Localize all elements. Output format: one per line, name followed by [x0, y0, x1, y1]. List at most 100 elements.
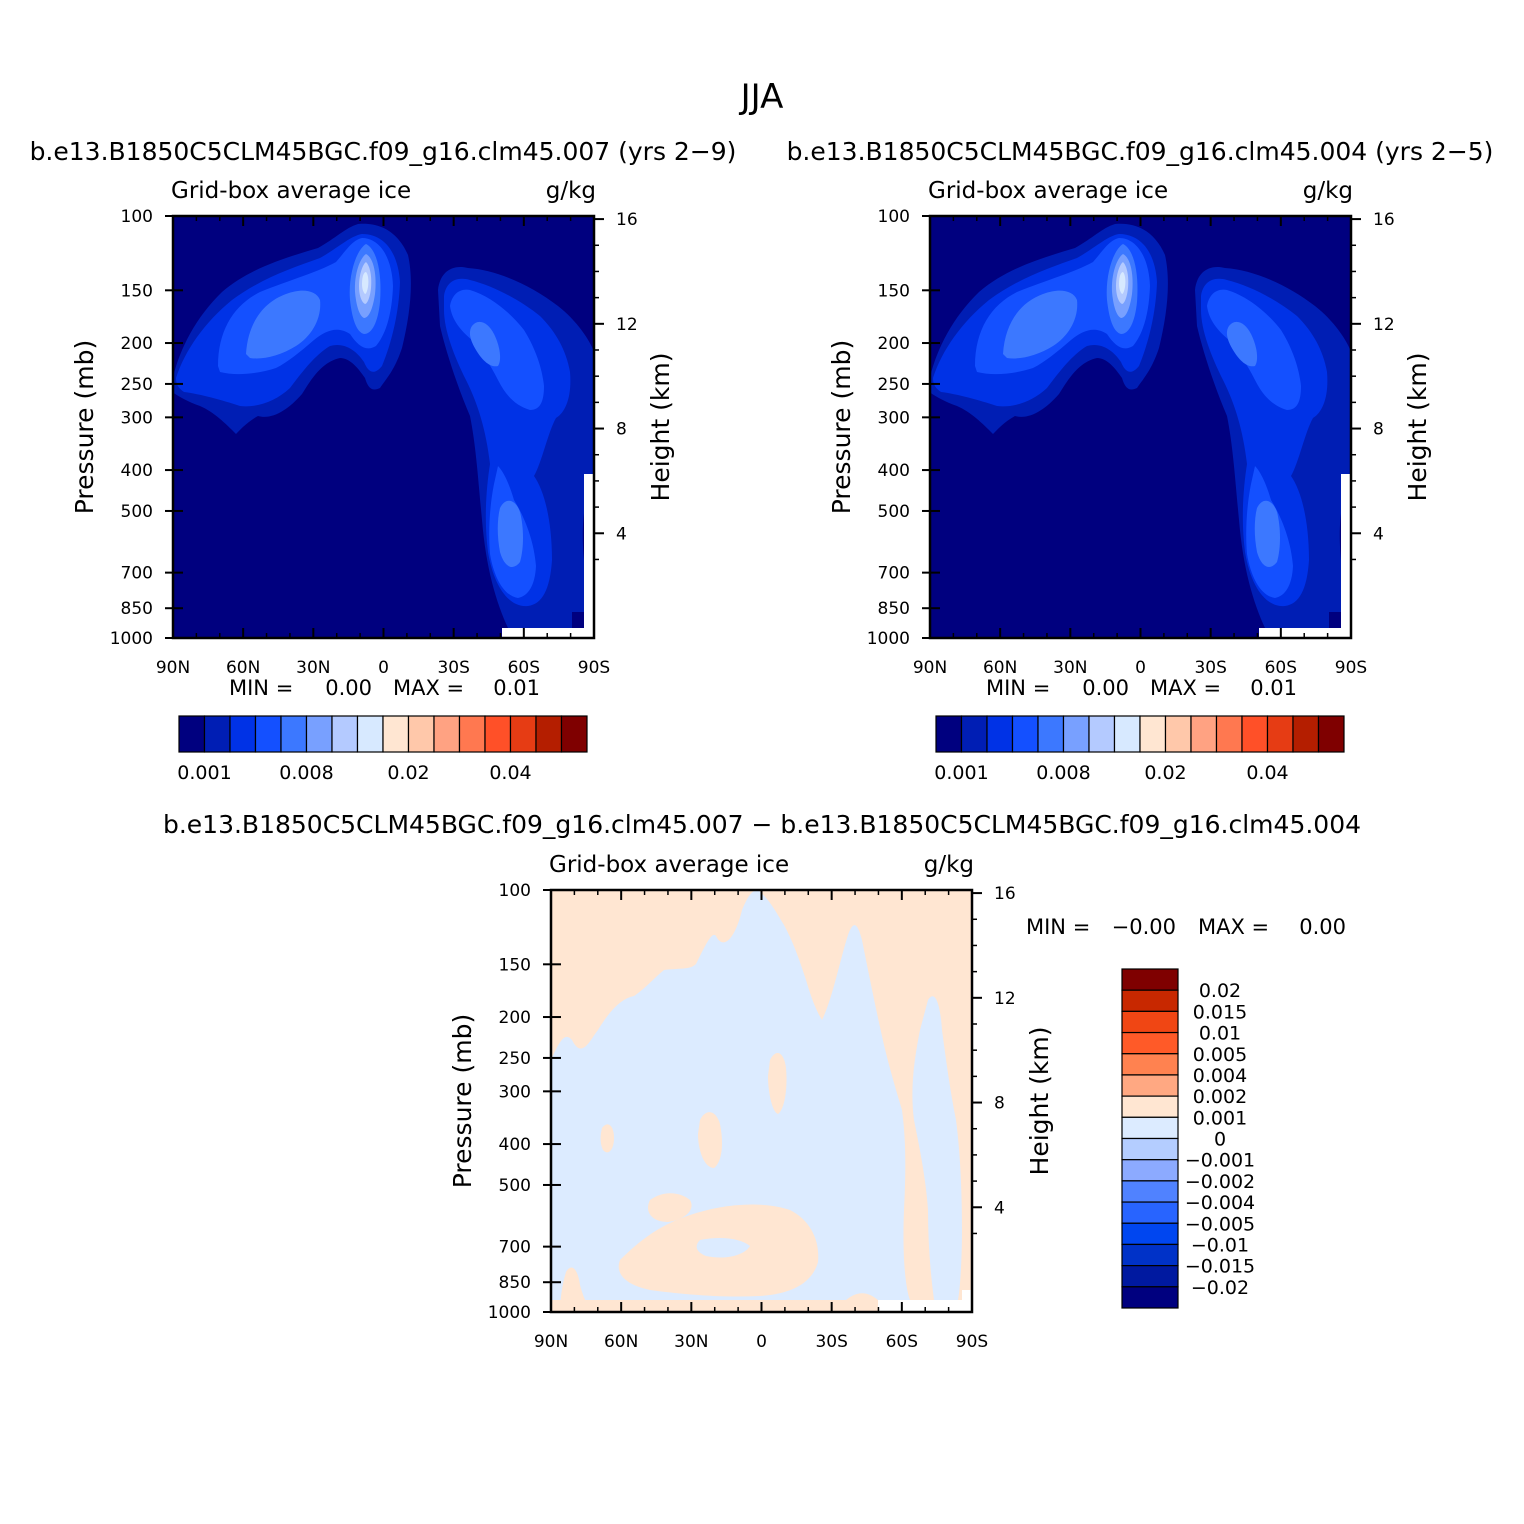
- colorbar-swatch: [1121, 1010, 1179, 1034]
- colorbar-swatch: [1121, 1137, 1179, 1161]
- y-tick-label: 1000: [488, 1303, 531, 1323]
- colorbar-swatch: [1317, 715, 1345, 753]
- units-label: g/kg: [924, 852, 974, 878]
- height-tick-label: 12: [994, 989, 1016, 1009]
- colorbar-label: 0.001: [1193, 1107, 1247, 1129]
- colorbar-swatch: [1062, 715, 1090, 753]
- topography-mask: [1259, 628, 1351, 638]
- colorbar-label: 0.04: [489, 762, 531, 784]
- contour-field: [551, 890, 972, 1312]
- variable-label: Grid-box average ice: [928, 178, 1168, 204]
- x-tick-label: 60N: [226, 658, 260, 678]
- height-tick-label: 16: [1373, 210, 1395, 230]
- colorbar-swatch: [382, 715, 410, 753]
- colorbar-swatch: [960, 715, 988, 753]
- y-tick-label: 400: [499, 1135, 531, 1155]
- x-tick-label: 90N: [156, 658, 190, 678]
- colorbar-label: 0.015: [1193, 1001, 1247, 1023]
- x-tick-label: 90S: [956, 1332, 988, 1352]
- contour-positive-patch: [698, 1112, 722, 1168]
- y-tick-label: 250: [878, 375, 910, 395]
- colorbar-swatch: [1121, 1222, 1179, 1246]
- colorbar-swatch: [458, 715, 486, 753]
- x-tick-label: 30S: [1194, 658, 1226, 678]
- height-tick-label: 12: [1373, 315, 1395, 335]
- y-tick-label: 300: [121, 408, 153, 428]
- colorbar-swatch: [1121, 1031, 1179, 1055]
- colorbar-swatch: [1088, 715, 1116, 753]
- y-tick-label: 700: [499, 1238, 531, 1258]
- colorbar-label: 0.001: [177, 762, 231, 784]
- y-tick-label: 300: [499, 1082, 531, 1102]
- panel-subtitle: b.e13.B1850C5CLM45BGC.f09_g16.clm45.004 …: [787, 137, 1494, 166]
- max-value: 0.01: [493, 676, 540, 700]
- contour-tropical-core-l4: [362, 272, 369, 294]
- contour-positive-patch: [600, 1124, 614, 1153]
- x-tick-label: 90S: [578, 658, 610, 678]
- y-axis-label: Pressure (mb): [827, 340, 856, 514]
- y-tick-label: 850: [878, 599, 910, 619]
- min-value: −0.00: [1112, 915, 1176, 939]
- x-tick-label: 0: [1135, 658, 1146, 678]
- colorbar-swatch: [1139, 715, 1167, 753]
- contour-sh-lower-core: [497, 500, 523, 567]
- min-value: 0.00: [325, 676, 372, 700]
- contour-positive-patch: [648, 1193, 692, 1222]
- panel-difference: b.e13.B1850C5CLM45BGC.f09_g16.clm45.007 …: [163, 810, 1361, 1352]
- y-tick-label: 100: [121, 207, 153, 227]
- y-tick-label: 500: [499, 1176, 531, 1196]
- max-label: MAX =: [1150, 676, 1221, 700]
- colorbar-label: 0.008: [279, 762, 333, 784]
- y-axis-right-label: Height (km): [1025, 1027, 1054, 1176]
- colorbar-swatch: [1121, 1095, 1179, 1118]
- colorbar-swatch: [1164, 715, 1192, 753]
- contour-sh-upper-core: [1226, 321, 1258, 367]
- height-tick-label: 8: [994, 1094, 1005, 1114]
- y-axis-right-label: Height (km): [646, 353, 675, 502]
- contour-sh-upper-core: [469, 321, 501, 367]
- height-tick-label: 8: [1373, 420, 1384, 440]
- colorbar-swatch: [280, 715, 308, 753]
- contour-nh-midlat-core: [1003, 290, 1078, 359]
- y-tick-label: 1000: [110, 629, 153, 649]
- y-tick-label: 250: [121, 375, 153, 395]
- y-tick-label: 200: [121, 334, 153, 354]
- colorbar-swatch: [1121, 968, 1179, 991]
- y-tick-label: 500: [878, 502, 910, 522]
- max-label: MAX =: [393, 676, 464, 700]
- colorbar-swatch: [535, 715, 563, 753]
- colorbar-swatch: [1113, 715, 1141, 753]
- min-label: MIN =: [1026, 915, 1090, 939]
- y-axis-right-label: Height (km): [1403, 353, 1432, 502]
- axes: 90N 60N 30N 0 30S 60S 90S 100 150 200 250 300 400 500…: [110, 207, 638, 678]
- colorbar-swatch: [560, 715, 588, 753]
- contour-positive-patch: [560, 1267, 592, 1312]
- colorbar-swatch: [1266, 715, 1294, 753]
- colorbar-label: −0.01: [1191, 1234, 1249, 1256]
- contour-negative-patch: [696, 1238, 750, 1258]
- colorbar-label: 0.02: [1199, 980, 1241, 1002]
- height-tick-label: 16: [994, 884, 1016, 904]
- x-tick-label: 60S: [508, 658, 540, 678]
- y-tick-label: 150: [499, 955, 531, 975]
- y-tick-label: 100: [878, 207, 910, 227]
- colorbar-label: −0.001: [1185, 1150, 1255, 1172]
- colorbar-swatch: [1121, 1053, 1179, 1076]
- colorbar-swatch: [1121, 1159, 1179, 1182]
- colorbar-swatch: [356, 715, 384, 753]
- topography-mask-edge: [584, 474, 594, 638]
- y-tick-label: 850: [499, 1273, 531, 1293]
- max-value: 0.00: [1299, 915, 1346, 939]
- height-tick-label: 4: [1373, 524, 1384, 544]
- panel-subtitle: b.e13.B1850C5CLM45BGC.f09_g16.clm45.007 …: [30, 137, 737, 166]
- colorbar-swatch: [935, 715, 963, 753]
- contour-positive-patch: [768, 1053, 787, 1114]
- colorbar: 0.020.0150.010.0050.0040.0020.0010−0.001…: [1121, 968, 1255, 1309]
- x-tick-label: 90S: [1335, 658, 1367, 678]
- colorbar-swatch: [305, 715, 333, 753]
- max-value: 0.01: [1250, 676, 1297, 700]
- colorbar-label: 0.01: [1199, 1023, 1241, 1045]
- topography-mask-edge: [1341, 474, 1351, 638]
- colorbar-swatch: [203, 715, 231, 753]
